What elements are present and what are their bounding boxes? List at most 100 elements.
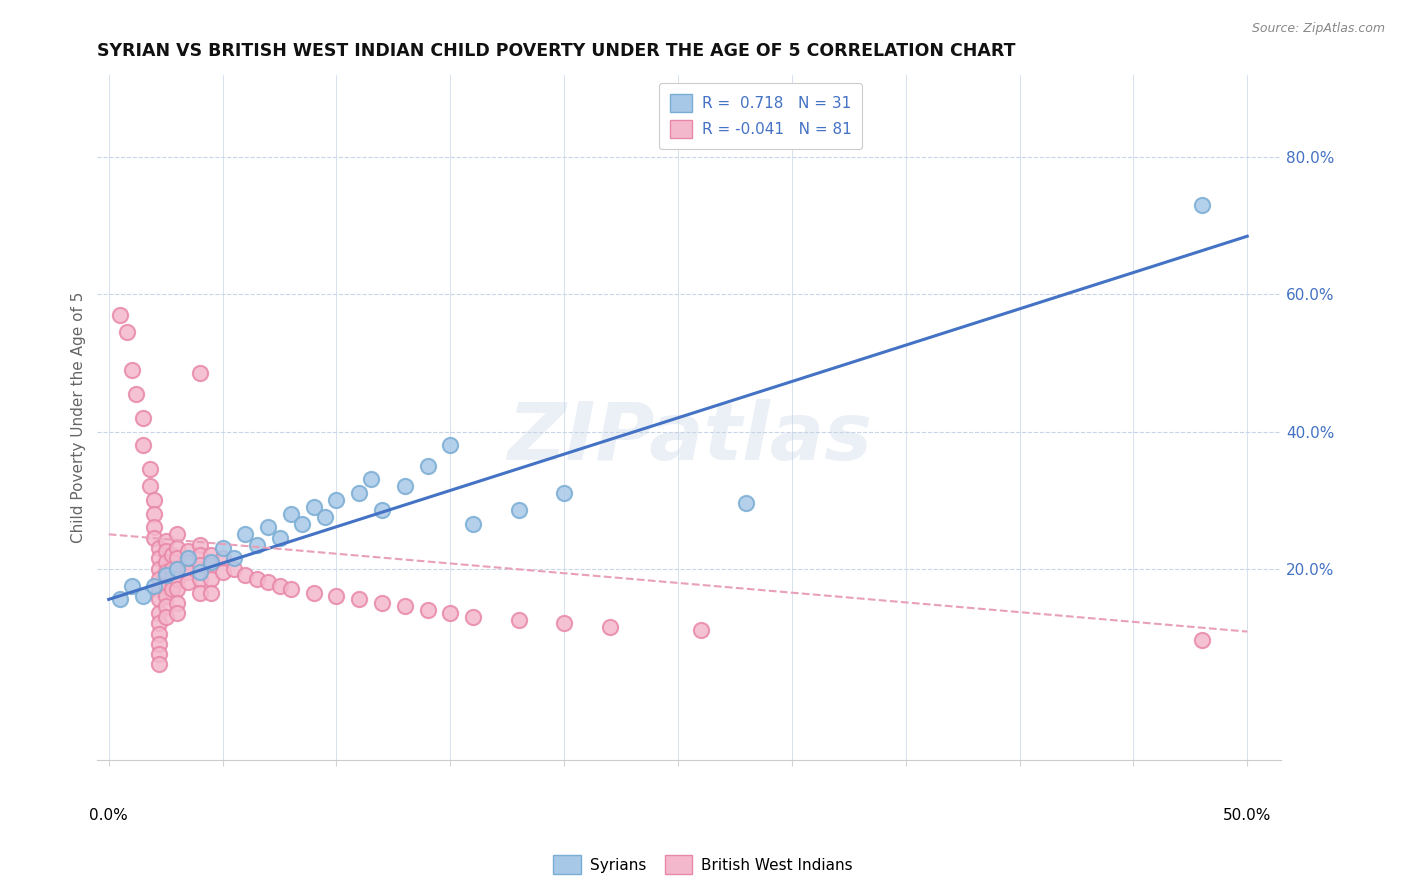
Point	[347, 592, 370, 607]
Point	[148, 592, 170, 607]
Point	[325, 493, 347, 508]
Point	[222, 551, 245, 566]
Point	[143, 493, 166, 508]
Point	[148, 657, 170, 672]
Point	[416, 458, 439, 473]
Point	[155, 565, 177, 579]
Point	[188, 366, 211, 380]
Point	[735, 496, 758, 510]
Point	[155, 534, 177, 549]
Point	[1191, 198, 1213, 212]
Point	[246, 537, 269, 551]
Point	[394, 479, 416, 493]
Point	[177, 575, 200, 590]
Point	[166, 596, 188, 610]
Text: SYRIAN VS BRITISH WEST INDIAN CHILD POVERTY UNDER THE AGE OF 5 CORRELATION CHART: SYRIAN VS BRITISH WEST INDIAN CHILD POVE…	[97, 42, 1017, 60]
Text: 50.0%: 50.0%	[1223, 808, 1271, 823]
Point	[291, 516, 314, 531]
Point	[200, 548, 222, 562]
Point	[166, 551, 188, 566]
Point	[162, 582, 184, 596]
Point	[177, 551, 200, 566]
Point	[166, 582, 188, 596]
Point	[269, 531, 291, 545]
Point	[155, 555, 177, 569]
Point	[235, 568, 257, 582]
Point	[302, 500, 325, 514]
Point	[188, 537, 211, 551]
Point	[325, 589, 347, 603]
Point	[200, 555, 222, 569]
Point	[599, 620, 621, 634]
Point	[121, 579, 143, 593]
Point	[235, 527, 257, 541]
Point	[166, 561, 188, 575]
Text: Source: ZipAtlas.com: Source: ZipAtlas.com	[1251, 22, 1385, 36]
Point	[148, 572, 170, 586]
Point	[143, 507, 166, 521]
Point	[188, 585, 211, 599]
Point	[188, 565, 211, 579]
Point	[394, 599, 416, 614]
Point	[439, 606, 461, 620]
Point	[508, 613, 530, 627]
Point	[148, 541, 170, 555]
Point	[155, 568, 177, 582]
Point	[143, 531, 166, 545]
Point	[155, 589, 177, 603]
Point	[553, 486, 575, 500]
Point	[508, 503, 530, 517]
Point	[314, 510, 336, 524]
Text: ZIPatlas: ZIPatlas	[508, 400, 872, 477]
Point	[166, 561, 188, 575]
Point	[132, 410, 155, 425]
Point	[125, 387, 148, 401]
Legend: R =  0.718   N = 31, R = -0.041   N = 81: R = 0.718 N = 31, R = -0.041 N = 81	[659, 83, 862, 149]
Point	[148, 626, 170, 640]
Point	[162, 548, 184, 562]
Point	[689, 624, 711, 638]
Point	[200, 572, 222, 586]
Point	[280, 582, 302, 596]
Point	[166, 572, 188, 586]
Point	[162, 561, 184, 575]
Point	[211, 541, 233, 555]
Point	[347, 486, 370, 500]
Point	[246, 572, 269, 586]
Point	[188, 548, 211, 562]
Point	[211, 551, 233, 566]
Point	[360, 473, 382, 487]
Point	[188, 558, 211, 573]
Point	[211, 565, 233, 579]
Point	[188, 572, 211, 586]
Point	[162, 572, 184, 586]
Point	[269, 579, 291, 593]
Point	[148, 637, 170, 651]
Point	[148, 551, 170, 566]
Point	[177, 565, 200, 579]
Point	[143, 520, 166, 534]
Point	[280, 507, 302, 521]
Point	[148, 647, 170, 661]
Point	[200, 558, 222, 573]
Point	[166, 606, 188, 620]
Point	[138, 479, 160, 493]
Point	[148, 561, 170, 575]
Text: 0.0%: 0.0%	[90, 808, 128, 823]
Point	[148, 606, 170, 620]
Point	[461, 609, 484, 624]
Point	[121, 363, 143, 377]
Point	[416, 602, 439, 616]
Point	[177, 544, 200, 558]
Point	[108, 308, 131, 322]
Point	[148, 616, 170, 631]
Point	[166, 527, 188, 541]
Point	[302, 585, 325, 599]
Point	[461, 516, 484, 531]
Point	[108, 592, 131, 607]
Point	[155, 599, 177, 614]
Legend: Syrians, British West Indians: Syrians, British West Indians	[547, 849, 859, 880]
Point	[143, 579, 166, 593]
Point	[257, 575, 280, 590]
Point	[222, 561, 245, 575]
